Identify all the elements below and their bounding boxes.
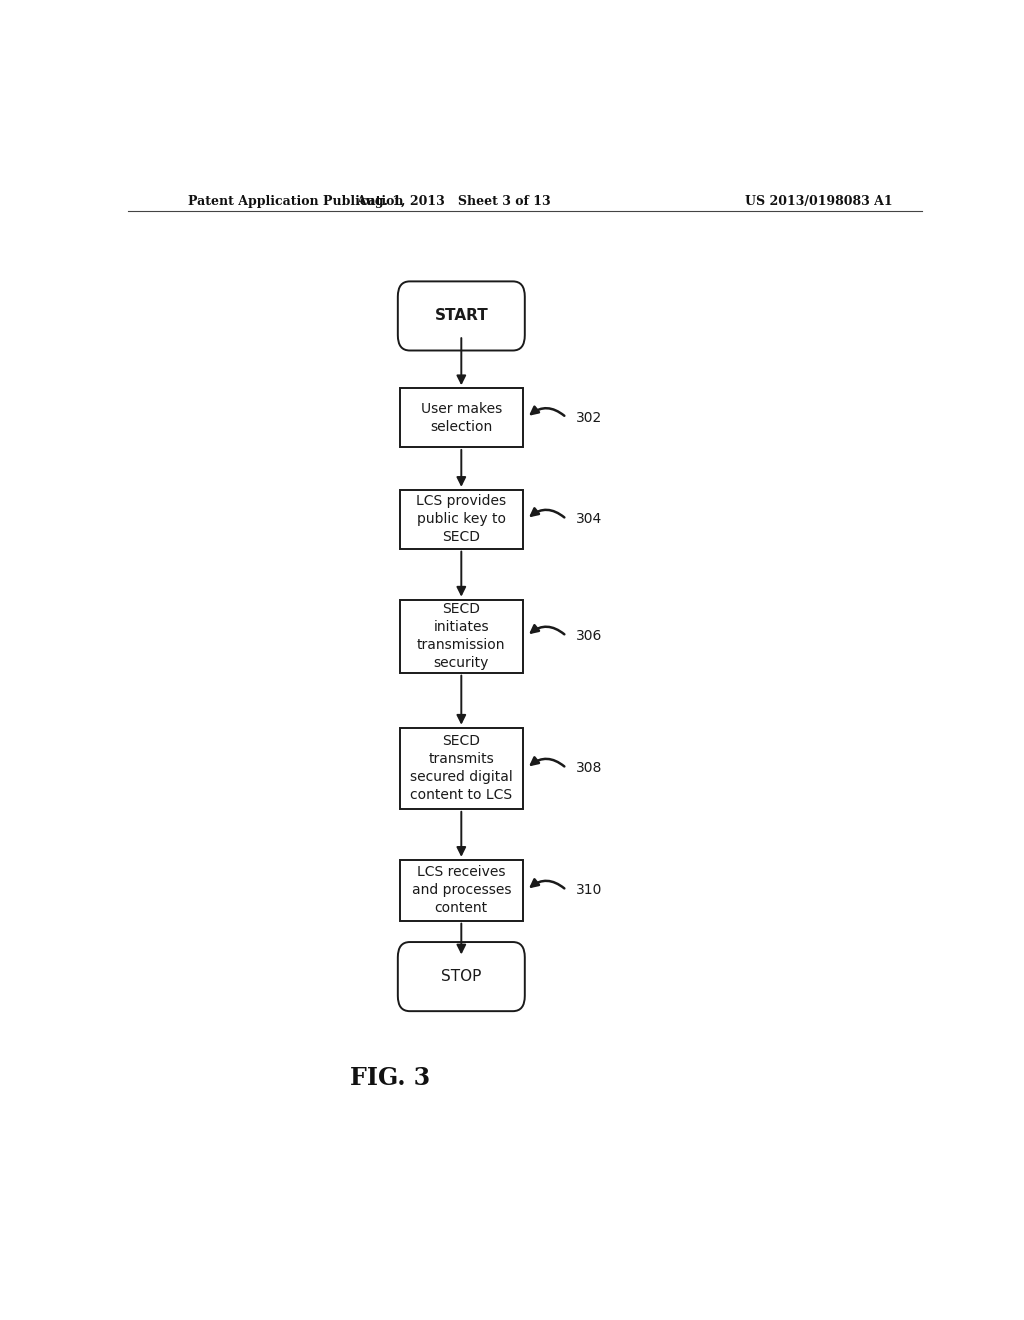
FancyBboxPatch shape <box>399 599 523 673</box>
Text: User makes
selection: User makes selection <box>421 401 502 433</box>
FancyBboxPatch shape <box>397 942 524 1011</box>
FancyBboxPatch shape <box>397 281 524 351</box>
FancyBboxPatch shape <box>399 490 523 549</box>
FancyBboxPatch shape <box>399 727 523 809</box>
Text: 308: 308 <box>575 762 602 775</box>
Text: LCS provides
public key to
SECD: LCS provides public key to SECD <box>416 495 507 544</box>
FancyBboxPatch shape <box>399 859 523 921</box>
Text: 302: 302 <box>575 411 602 425</box>
Text: Patent Application Publication: Patent Application Publication <box>187 194 403 207</box>
Text: STOP: STOP <box>441 969 481 985</box>
Text: 304: 304 <box>575 512 602 527</box>
Text: 310: 310 <box>575 883 602 898</box>
Text: 306: 306 <box>575 630 602 643</box>
Text: LCS receives
and processes
content: LCS receives and processes content <box>412 866 511 915</box>
Text: US 2013/0198083 A1: US 2013/0198083 A1 <box>744 194 892 207</box>
Text: SECD
initiates
transmission
security: SECD initiates transmission security <box>417 602 506 669</box>
Text: SECD
transmits
secured digital
content to LCS: SECD transmits secured digital content t… <box>410 734 513 803</box>
FancyBboxPatch shape <box>399 388 523 447</box>
Text: START: START <box>434 309 488 323</box>
Text: Aug. 1, 2013   Sheet 3 of 13: Aug. 1, 2013 Sheet 3 of 13 <box>356 194 551 207</box>
Text: FIG. 3: FIG. 3 <box>350 1067 430 1090</box>
